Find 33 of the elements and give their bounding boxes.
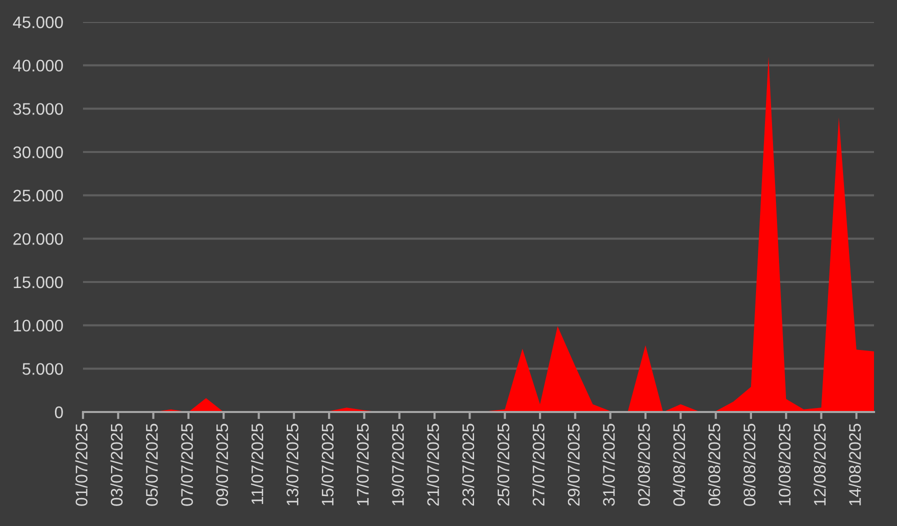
x-tick-label: 25/07/2025 [497,424,510,506]
x-tick-label: 08/08/2025 [743,424,756,506]
x-tick-label: 12/08/2025 [814,424,826,506]
y-tick-label: 35.000 [13,103,63,115]
y-tick-label: 0 [54,406,63,418]
x-tick-label: 13/07/2025 [286,424,298,506]
y-tick-label: 20.000 [13,233,63,245]
x-tick-label: 31/07/2025 [602,424,615,506]
y-tick-label: 40.000 [12,60,63,72]
x-tick-label: 23/07/2025 [462,424,474,506]
x-tick-label: 21/07/2025 [426,424,440,506]
y-tick-label: 30.000 [13,146,63,158]
y-tick-label: 45.000 [12,16,63,28]
x-tick-label: 07/07/2025 [180,424,193,506]
x-tick-label: 01/07/2025 [75,424,88,506]
x-tick-label: 11/07/2025 [251,424,264,504]
x-tick-label: 09/07/2025 [216,424,228,506]
x-tick-label: 15/07/2025 [321,424,334,506]
x-tick-label: 19/07/2025 [392,424,404,506]
y-tick-label: 25.000 [13,190,63,202]
y-tick-label: 5.000 [22,363,63,375]
y-tick-label: 15.000 [14,276,63,288]
x-tick-label: 05/07/2025 [146,424,158,506]
x-tick-label: 29/07/2025 [567,424,580,506]
x-tick-label: 03/07/2025 [110,424,123,506]
x-tick-label: 02/08/2025 [638,424,650,506]
y-tick-label: 10.000 [14,320,63,332]
x-tick-label: 17/07/2025 [356,424,369,506]
x-tick-label: 27/07/2025 [532,424,544,506]
x-tick-label: 06/08/2025 [708,424,720,506]
x-tick-label: 14/08/2025 [848,424,861,506]
x-tick-label: 04/08/2025 [672,424,686,506]
x-tick-label: 10/08/2025 [778,424,791,506]
